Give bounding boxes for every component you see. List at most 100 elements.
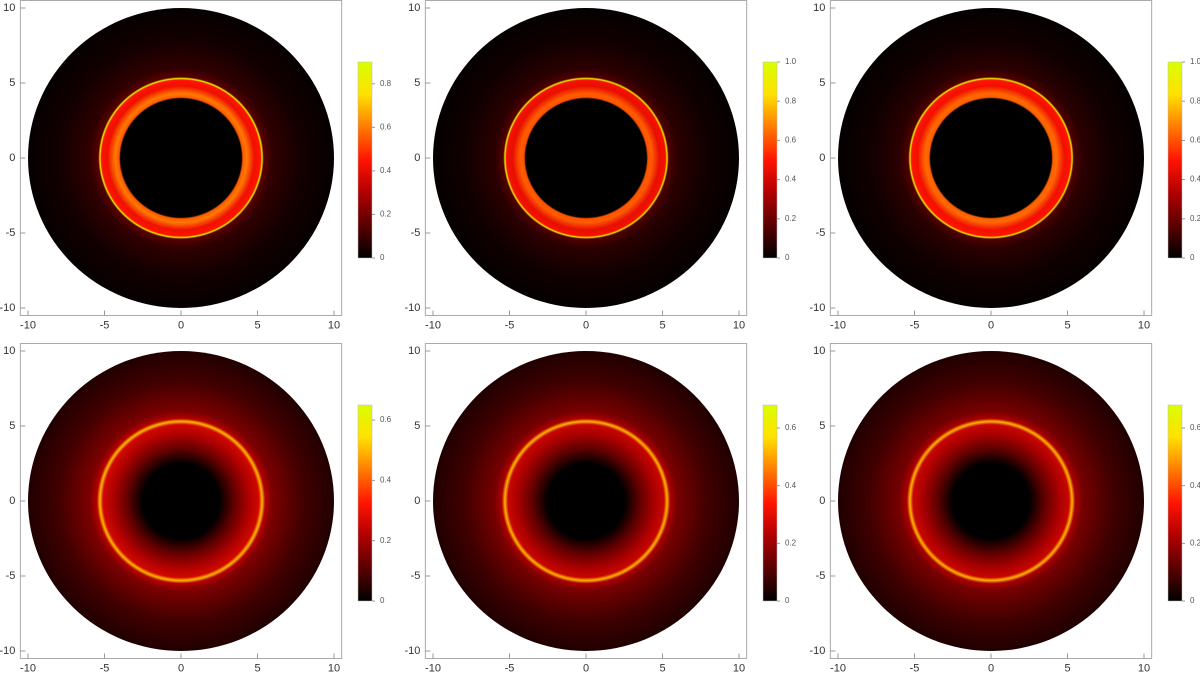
y-tick-label: -10 <box>809 302 825 314</box>
y-tick-label: -10 <box>0 645 15 657</box>
x-tick-label: 10 <box>1138 319 1150 331</box>
x-tick-label: 10 <box>328 662 340 674</box>
panel: -10 -5 0 5 10 -10 -5 0 5 10 0 0.2 0.4 0.6 0.8 1.0 <box>809 0 1200 331</box>
intensity-disk <box>838 351 1144 651</box>
colorbar-tick-label: 1.0 <box>785 57 797 66</box>
colorbar-tick-label: 0.2 <box>380 210 392 219</box>
y-tick-label: 5 <box>9 77 15 89</box>
colorbar-tick-label: 0.6 <box>785 136 797 145</box>
colorbar-tick-label: 0 <box>1190 596 1195 605</box>
colorbar <box>357 61 373 259</box>
x-tick-label: 10 <box>733 319 745 331</box>
x-tick-label: 10 <box>733 662 745 674</box>
colorbar-tick-label: 0.4 <box>1190 481 1200 490</box>
colorbar-tick-label: 0.4 <box>380 475 392 484</box>
x-tick-label: 0 <box>988 319 994 331</box>
intensity-disk <box>838 8 1144 308</box>
y-tick-label: 10 <box>813 2 825 14</box>
x-tick-label: -10 <box>830 662 846 674</box>
x-tick-label: 0 <box>583 662 589 674</box>
x-tick-label: 5 <box>659 662 665 674</box>
colorbar <box>1167 404 1183 602</box>
x-tick-label: 5 <box>254 662 260 674</box>
x-tick-label: 0 <box>178 662 184 674</box>
y-tick-label: 10 <box>813 345 825 357</box>
y-tick-label: -5 <box>411 570 421 582</box>
y-tick-label: -5 <box>6 227 16 239</box>
y-tick-label: 5 <box>414 77 420 89</box>
y-tick-label: 5 <box>819 420 825 432</box>
x-tick-label: -5 <box>100 662 110 674</box>
y-tick-label: 0 <box>414 495 420 507</box>
panel: -10 -5 0 5 10 -10 -5 0 5 10 0 0.2 0.4 0.6 <box>404 343 797 674</box>
panel: -10 -5 0 5 10 -10 -5 0 5 10 0 0.2 0.4 0.6 0.8 <box>0 0 392 331</box>
x-tick-label: 0 <box>988 662 994 674</box>
y-tick-label: 5 <box>819 77 825 89</box>
colorbar-tick-label: 0.2 <box>1190 214 1200 223</box>
colorbar-tick-label: 0.2 <box>380 536 392 545</box>
colorbar <box>1167 61 1183 259</box>
colorbar-tick-label: 0.4 <box>785 481 797 490</box>
y-tick-label: 10 <box>408 2 420 14</box>
x-tick-label: -10 <box>830 319 846 331</box>
x-tick-label: -10 <box>425 662 441 674</box>
y-tick-label: -5 <box>411 227 421 239</box>
intensity-disk <box>433 351 739 651</box>
x-tick-label: -5 <box>910 319 920 331</box>
panel: -10 -5 0 5 10 -10 -5 0 5 10 0 0.2 0.4 0.6 <box>0 343 392 674</box>
y-tick-label: 0 <box>819 495 825 507</box>
x-tick-label: 5 <box>659 319 665 331</box>
x-tick-label: 5 <box>1064 662 1070 674</box>
colorbar-tick-label: 0.4 <box>785 175 797 184</box>
intensity-disk <box>28 351 334 651</box>
colorbar-tick-label: 0.2 <box>785 214 797 223</box>
x-tick-label: -5 <box>505 319 515 331</box>
y-tick-label: -5 <box>816 570 826 582</box>
colorbar-tick-label: 0.6 <box>1190 136 1200 145</box>
y-tick-label: 10 <box>408 345 420 357</box>
x-tick-label: 0 <box>178 319 184 331</box>
x-tick-label: 10 <box>1138 662 1150 674</box>
colorbar-tick-label: 1.0 <box>1190 57 1200 66</box>
colorbar-tick-label: 0.8 <box>1190 96 1200 105</box>
colorbar-tick-label: 0.2 <box>1190 538 1200 547</box>
panel: -10 -5 0 5 10 -10 -5 0 5 10 0 0.2 0.4 0.6 <box>809 343 1200 674</box>
colorbar <box>762 404 778 602</box>
x-tick-label: 5 <box>254 319 260 331</box>
colorbar-tick-label: 0.6 <box>380 415 392 424</box>
panel: -10 -5 0 5 10 -10 -5 0 5 10 0 0.2 0.4 0.6 0.8 1.0 <box>404 0 797 331</box>
x-tick-label: -5 <box>910 662 920 674</box>
x-tick-label: -5 <box>505 662 515 674</box>
y-tick-label: -10 <box>404 645 420 657</box>
y-tick-label: 0 <box>414 152 420 164</box>
colorbar <box>762 61 778 259</box>
y-tick-label: 10 <box>3 2 15 14</box>
y-tick-label: 10 <box>3 345 15 357</box>
colorbar-tick-label: 0 <box>1190 253 1195 262</box>
x-tick-label: -10 <box>20 319 36 331</box>
intensity-disk <box>28 8 334 308</box>
intensity-disk <box>433 8 739 308</box>
y-tick-label: -5 <box>6 570 16 582</box>
y-tick-label: -5 <box>816 227 826 239</box>
y-tick-label: -10 <box>404 302 420 314</box>
x-tick-label: -5 <box>100 319 110 331</box>
x-tick-label: 0 <box>583 319 589 331</box>
x-tick-label: -10 <box>425 319 441 331</box>
colorbar-tick-label: 0 <box>380 253 385 262</box>
colorbar-tick-label: 0.2 <box>785 538 797 547</box>
y-tick-label: 5 <box>414 420 420 432</box>
colorbar-tick-label: 0.6 <box>380 122 392 131</box>
colorbar-tick-label: 0 <box>785 253 790 262</box>
colorbar-tick-label: 0 <box>785 596 790 605</box>
colorbar <box>357 404 373 602</box>
y-tick-label: -10 <box>809 645 825 657</box>
y-tick-label: -10 <box>0 302 15 314</box>
colorbar-tick-label: 0 <box>380 596 385 605</box>
colorbar-tick-label: 0.6 <box>1190 423 1200 432</box>
x-tick-label: -10 <box>20 662 36 674</box>
colorbar-tick-label: 0.4 <box>1190 175 1200 184</box>
y-tick-label: 0 <box>9 495 15 507</box>
colorbar-tick-label: 0.8 <box>785 96 797 105</box>
